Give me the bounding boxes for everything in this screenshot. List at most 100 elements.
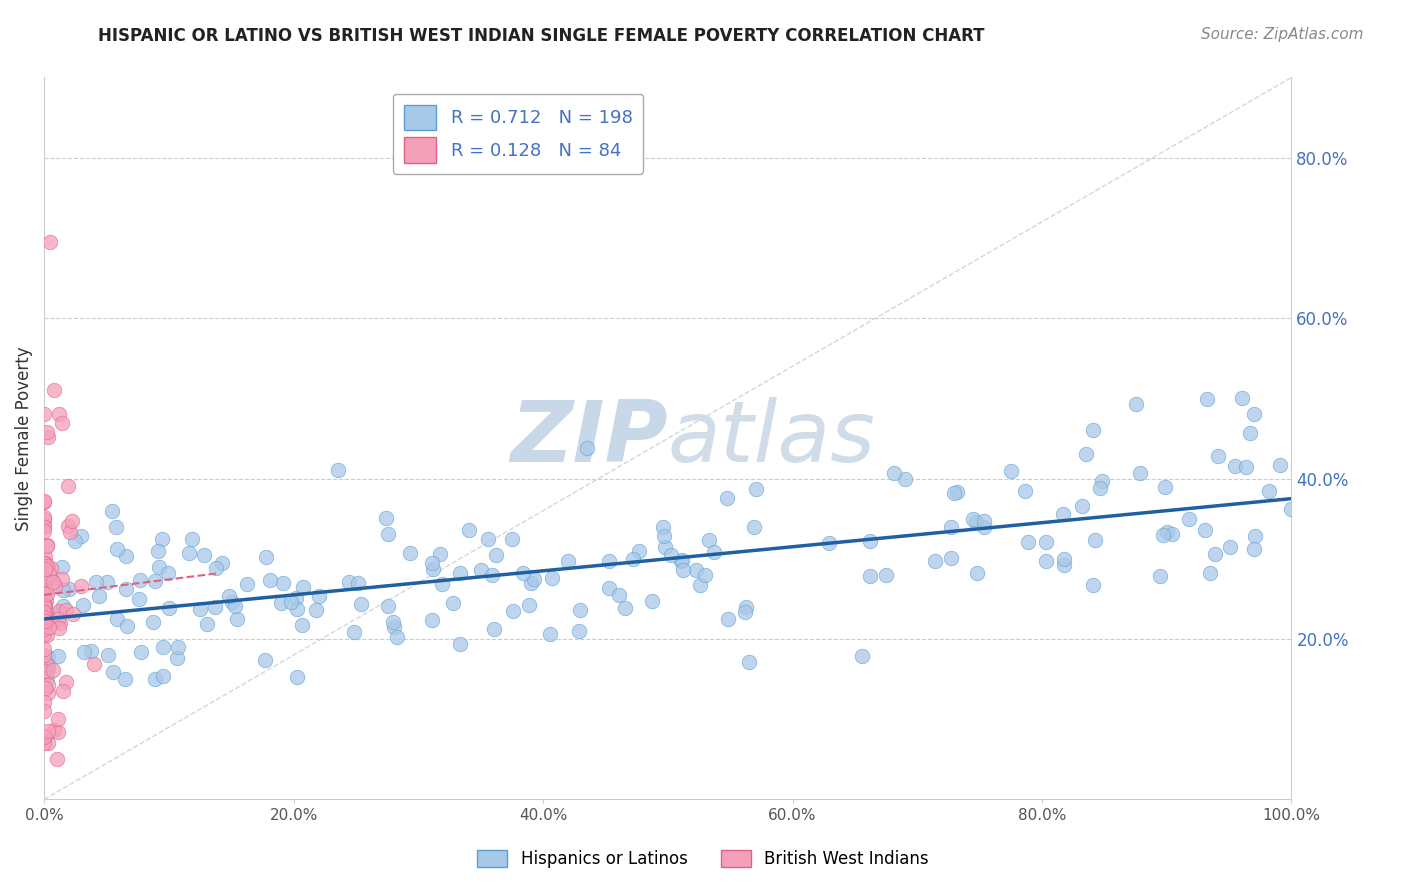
Point xyxy=(34,582,56,597)
Point xyxy=(48,408,70,422)
Point xyxy=(32,626,55,640)
Point xyxy=(285,670,308,684)
Point xyxy=(512,566,534,581)
Point xyxy=(32,695,55,709)
Point xyxy=(218,589,240,603)
Y-axis label: Single Female Poverty: Single Female Poverty xyxy=(15,346,32,531)
Point xyxy=(285,591,308,605)
Point xyxy=(32,495,55,509)
Point xyxy=(1035,554,1057,568)
Point xyxy=(37,723,59,738)
Point xyxy=(575,441,598,455)
Point xyxy=(346,576,368,591)
Point xyxy=(1219,541,1241,555)
Point xyxy=(517,598,540,612)
Point xyxy=(157,600,180,615)
Point xyxy=(449,637,471,651)
Point xyxy=(429,547,451,561)
Point xyxy=(305,603,328,617)
Point xyxy=(86,575,108,590)
Point xyxy=(697,533,720,547)
Point xyxy=(613,601,636,615)
Point xyxy=(965,515,987,529)
Point xyxy=(38,566,60,581)
Point xyxy=(115,619,138,633)
Point xyxy=(377,527,399,541)
Point xyxy=(225,612,247,626)
Point xyxy=(1156,524,1178,539)
Point xyxy=(308,589,330,603)
Point xyxy=(689,578,711,592)
Point xyxy=(717,612,740,626)
Point xyxy=(35,538,58,552)
Point xyxy=(34,512,56,526)
Point xyxy=(37,587,59,601)
Point xyxy=(441,596,464,610)
Point xyxy=(703,545,725,559)
Point xyxy=(35,594,58,608)
Point xyxy=(1244,529,1267,543)
Point xyxy=(32,603,55,617)
Point xyxy=(270,595,292,609)
Point xyxy=(166,650,188,665)
Point xyxy=(70,529,93,543)
Point xyxy=(883,466,905,480)
Point xyxy=(485,548,508,562)
Point xyxy=(377,599,399,613)
Point xyxy=(1194,523,1216,537)
Point xyxy=(37,650,59,665)
Point xyxy=(39,571,62,585)
Point xyxy=(179,546,201,560)
Point xyxy=(652,520,675,534)
Point xyxy=(39,561,62,575)
Point xyxy=(34,730,56,744)
Point xyxy=(1014,484,1036,499)
Point xyxy=(34,562,56,576)
Point xyxy=(35,657,58,671)
Point xyxy=(188,601,211,615)
Point xyxy=(259,573,281,587)
Point xyxy=(328,463,350,477)
Point xyxy=(80,644,103,658)
Point xyxy=(875,567,897,582)
Point xyxy=(737,655,759,669)
Point xyxy=(1243,542,1265,557)
Point xyxy=(477,532,499,546)
Point xyxy=(1268,458,1291,473)
Point xyxy=(35,617,58,632)
Point xyxy=(59,524,82,539)
Point xyxy=(939,520,962,534)
Point xyxy=(1206,450,1229,464)
Point xyxy=(541,570,564,584)
Point xyxy=(115,582,138,596)
Point xyxy=(1153,479,1175,493)
Point xyxy=(62,515,84,529)
Point xyxy=(291,580,314,594)
Point xyxy=(1090,481,1112,495)
Point xyxy=(34,613,56,627)
Point xyxy=(37,657,59,672)
Point xyxy=(48,605,70,619)
Point xyxy=(1052,507,1074,521)
Point xyxy=(420,613,443,627)
Point xyxy=(152,640,174,655)
Point xyxy=(34,610,56,624)
Point xyxy=(641,594,664,608)
Point xyxy=(37,736,59,750)
Point xyxy=(350,597,373,611)
Legend: Hispanics or Latinos, British West Indians: Hispanics or Latinos, British West India… xyxy=(471,843,935,875)
Point xyxy=(34,407,56,421)
Point xyxy=(32,664,55,678)
Point xyxy=(973,519,995,533)
Point xyxy=(34,549,56,564)
Point xyxy=(851,648,873,663)
Point xyxy=(166,640,188,655)
Point xyxy=(51,572,73,586)
Point xyxy=(685,563,707,577)
Point xyxy=(55,675,77,690)
Point xyxy=(287,602,309,616)
Point xyxy=(337,574,360,589)
Point xyxy=(35,607,58,621)
Point xyxy=(101,665,124,679)
Point xyxy=(32,736,55,750)
